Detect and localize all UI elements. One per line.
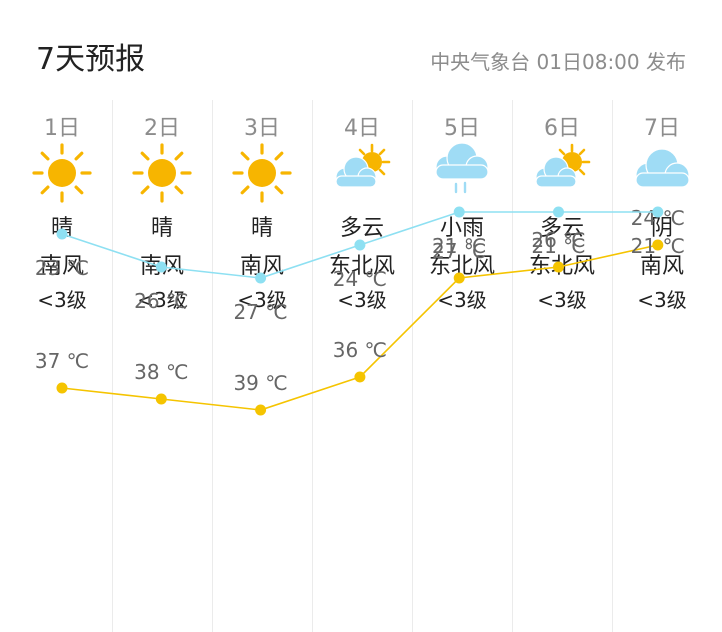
day-label: 5日: [444, 116, 480, 141]
day-label: 1日: [44, 116, 80, 141]
weather-text: 阴: [650, 216, 673, 241]
high-temp-label: 26 ℃: [531, 228, 585, 252]
wind-level: <3级: [537, 288, 587, 312]
low-temp-point: [56, 228, 68, 240]
high-temp-point: [155, 393, 167, 405]
low-temp-label: 26 ℃: [134, 289, 188, 313]
low-temp-point: [652, 206, 664, 218]
low-temp-label: 21 ℃: [432, 234, 486, 258]
day-label: 6日: [544, 116, 580, 141]
column-divider: [312, 100, 313, 632]
high-temp-label: 37 ℃: [35, 349, 89, 373]
day-label: 3日: [244, 116, 280, 141]
weather-text: 多云: [539, 216, 584, 241]
column-divider: [112, 100, 113, 632]
day-label: 2日: [144, 116, 180, 141]
low-temp-label: 23 ℃: [35, 256, 89, 280]
column-divider: [412, 100, 413, 632]
column-divider: [512, 100, 513, 632]
wind-level: <3级: [237, 288, 287, 312]
wind-level: <3级: [637, 288, 687, 312]
wind-level: <3级: [337, 288, 387, 312]
wind-level: <3级: [137, 288, 187, 312]
low-temp-point: [354, 239, 366, 251]
wind-direction: 南风: [39, 254, 84, 279]
low-temp-label: 21 ℃: [531, 234, 585, 258]
day-label: 7日: [644, 116, 680, 141]
high-temp-label: 39 ℃: [233, 371, 287, 395]
weather-text: 多云: [339, 216, 384, 241]
low-temp-point: [553, 206, 564, 218]
low-temp-label: 27 ℃: [233, 300, 287, 324]
weather-text: 晴: [250, 216, 273, 241]
low-temp-point: [453, 206, 465, 218]
high-temp-point: [553, 261, 564, 273]
column-divider: [612, 100, 613, 632]
wind-direction: 东北风: [328, 254, 395, 279]
high-temp-point: [56, 382, 68, 394]
wind-direction: 南风: [639, 254, 684, 279]
high-temp-point: [354, 371, 366, 383]
column-divider: [212, 100, 213, 632]
weather-text: 小雨: [439, 216, 484, 241]
weather-text: 晴: [150, 216, 173, 241]
high-temp-point: [652, 239, 664, 251]
low-temp-label: 21 ℃: [631, 234, 685, 258]
forecast-title: 7天预报: [36, 42, 146, 77]
low-temp-point: [255, 272, 267, 284]
low-temp-label: 24 ℃: [333, 267, 387, 291]
high-temp-label: 36 ℃: [333, 338, 387, 362]
high-temp-label: 38 ℃: [134, 360, 188, 384]
low-temp-point: [155, 261, 167, 273]
high-temp-label: 27 ℃: [432, 239, 486, 263]
high-temp-point: [255, 404, 267, 416]
wind-level: <3级: [37, 288, 87, 312]
high-temp-point: [453, 272, 465, 284]
weather-text: 晴: [50, 216, 73, 241]
publish-info: 中央气象台 01日08:00 发布: [430, 50, 686, 74]
day-label: 4日: [344, 116, 380, 141]
